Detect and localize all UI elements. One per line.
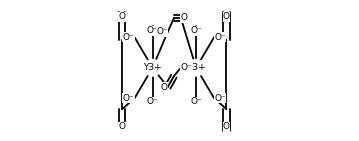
Text: O⁻: O⁻: [181, 63, 193, 72]
Text: O: O: [161, 83, 168, 92]
Text: O⁻: O⁻: [147, 97, 158, 106]
Text: O⁻: O⁻: [156, 27, 168, 36]
Circle shape: [144, 60, 161, 76]
Text: O⁻: O⁻: [214, 33, 226, 42]
Text: O⁻: O⁻: [123, 33, 135, 42]
Text: O: O: [223, 12, 230, 21]
Text: O⁻: O⁻: [214, 94, 226, 103]
Text: Y3+: Y3+: [187, 63, 205, 72]
Text: O: O: [119, 122, 126, 131]
Text: O⁻: O⁻: [190, 97, 202, 106]
Text: O: O: [119, 12, 126, 21]
Text: O: O: [181, 14, 188, 23]
Text: O: O: [223, 122, 230, 131]
Text: Y3+: Y3+: [143, 63, 162, 72]
Circle shape: [188, 60, 204, 76]
Text: O⁻: O⁻: [147, 26, 158, 35]
Text: O⁻: O⁻: [123, 94, 135, 103]
Text: O⁻: O⁻: [190, 26, 202, 35]
